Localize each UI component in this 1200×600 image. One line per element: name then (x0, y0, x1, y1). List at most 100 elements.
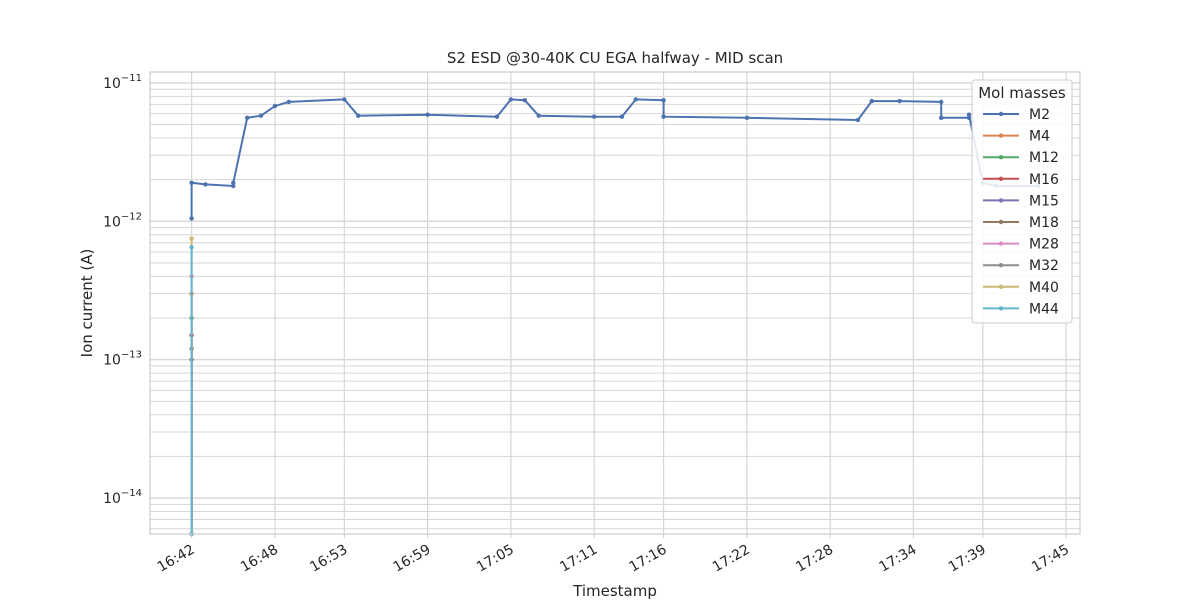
data-point (258, 113, 264, 118)
legend-label: M4 (1029, 129, 1050, 145)
legend-entries: M2 M4 M12 M16 M15 M18 M28 M32 M40 M44 (983, 107, 1059, 317)
y-tick-base: 10 (103, 214, 121, 230)
chart-title: S2 ESD @30-40K CU EGA halfway - MID scan (447, 49, 783, 67)
data-point (633, 97, 638, 102)
legend-label: M15 (1029, 193, 1059, 209)
data-point (508, 97, 514, 102)
data-point (744, 115, 750, 121)
legend-marker (998, 263, 1004, 268)
x-tick-label: 17:05 (474, 542, 517, 576)
legend-entry-M28: M28 (983, 237, 1059, 253)
data-point (855, 117, 861, 123)
legend-label: M16 (1029, 172, 1059, 188)
y-tick-label: 10−11 (103, 73, 142, 92)
x-tick-label: 17:45 (1029, 542, 1072, 576)
data-point (661, 114, 666, 119)
legend-label: M18 (1029, 215, 1059, 231)
data-point (897, 98, 902, 104)
data-point (661, 98, 666, 103)
legend: Mol masses M2 M4 M12 M16 M15 M18 M28 M32 M40 M44 (971, 79, 1073, 324)
legend-box (971, 79, 1073, 324)
data-point (356, 113, 361, 118)
data-point (245, 115, 250, 121)
legend-entry-M2: M2 (983, 107, 1050, 123)
data-point (286, 99, 291, 105)
x-tick-label: 16:42 (155, 542, 198, 576)
x-tick-label: 16:53 (307, 542, 350, 576)
data-point (966, 115, 972, 121)
data-point (592, 114, 597, 119)
y-tick-label: 10−12 (103, 211, 142, 230)
legend-label: M44 (1029, 301, 1059, 317)
x-tick-label: 17:11 (557, 542, 600, 576)
legend-entry-M18: M18 (983, 215, 1059, 231)
data-point (189, 245, 194, 250)
data-point (189, 180, 194, 185)
data-point (272, 103, 278, 109)
x-tick-label: 17:39 (946, 542, 989, 576)
y-tick-exponent: −11 (121, 73, 142, 84)
x-tick-label: 17:16 (627, 542, 670, 576)
x-axis-label: Timestamp (572, 582, 657, 600)
legend-entry-M16: M16 (983, 172, 1059, 188)
legend-label: M12 (1029, 150, 1059, 166)
x-tick-label: 17:34 (876, 542, 919, 576)
x-tick-label: 16:59 (391, 542, 434, 576)
data-point (494, 114, 500, 119)
legend-label: M40 (1029, 280, 1059, 296)
legend-label: M28 (1029, 237, 1059, 253)
legend-entry-M40: M40 (983, 280, 1059, 296)
data-point (522, 98, 527, 103)
data-point (939, 115, 944, 121)
x-tick-label: 16:48 (238, 542, 281, 576)
legend-entry-M32: M32 (983, 258, 1059, 274)
legend-marker (998, 176, 1004, 181)
legend-title: Mol masses (978, 84, 1066, 102)
y-tick-base: 10 (103, 491, 121, 507)
data-point (231, 180, 236, 185)
legend-entry-M15: M15 (983, 193, 1059, 209)
legend-entry-M4: M4 (983, 129, 1050, 145)
legend-entry-M44: M44 (983, 301, 1059, 317)
legend-marker (998, 155, 1004, 160)
legend-marker (998, 133, 1004, 138)
y-tick-label: 10−13 (103, 350, 142, 369)
legend-marker (998, 198, 1004, 203)
data-point (619, 114, 625, 119)
grid-layer (150, 72, 1080, 534)
legend-marker (998, 306, 1004, 311)
y-tick-base: 10 (103, 353, 121, 369)
data-point (869, 98, 874, 104)
y-tick-base: 10 (103, 76, 121, 92)
series-line-M2 (190, 98, 1039, 219)
y-tick-exponent: −13 (121, 350, 142, 361)
series-M44 (189, 245, 194, 537)
data-point (189, 216, 194, 221)
data-point (939, 99, 944, 105)
data-point (231, 183, 236, 189)
series-layer (189, 97, 1041, 537)
legend-marker (998, 111, 1004, 117)
legend-label: M2 (1029, 107, 1050, 123)
y-tick-exponent: −12 (121, 211, 142, 222)
data-point (536, 113, 541, 118)
data-point (342, 97, 347, 102)
legend-marker (998, 284, 1004, 289)
legend-label: M32 (1029, 258, 1059, 274)
x-tick-label: 17:22 (710, 542, 753, 576)
data-point (203, 182, 208, 187)
data-point (425, 112, 430, 117)
y-tick-label: 10−14 (103, 488, 142, 507)
y-tick-exponent: −14 (121, 488, 142, 499)
legend-marker (998, 219, 1004, 225)
plot-frame (149, 71, 1081, 535)
legend-marker (998, 241, 1004, 246)
x-tick-labels: 16:42 16:48 16:53 16:59 17:05 17:11 17:16 17:22… (155, 534, 1072, 576)
data-point (189, 236, 194, 241)
data-point (966, 112, 972, 117)
x-tick-label: 17:28 (793, 542, 836, 576)
y-axis-label: Ion current (A) (78, 249, 96, 358)
legend-entry-M12: M12 (983, 150, 1059, 166)
